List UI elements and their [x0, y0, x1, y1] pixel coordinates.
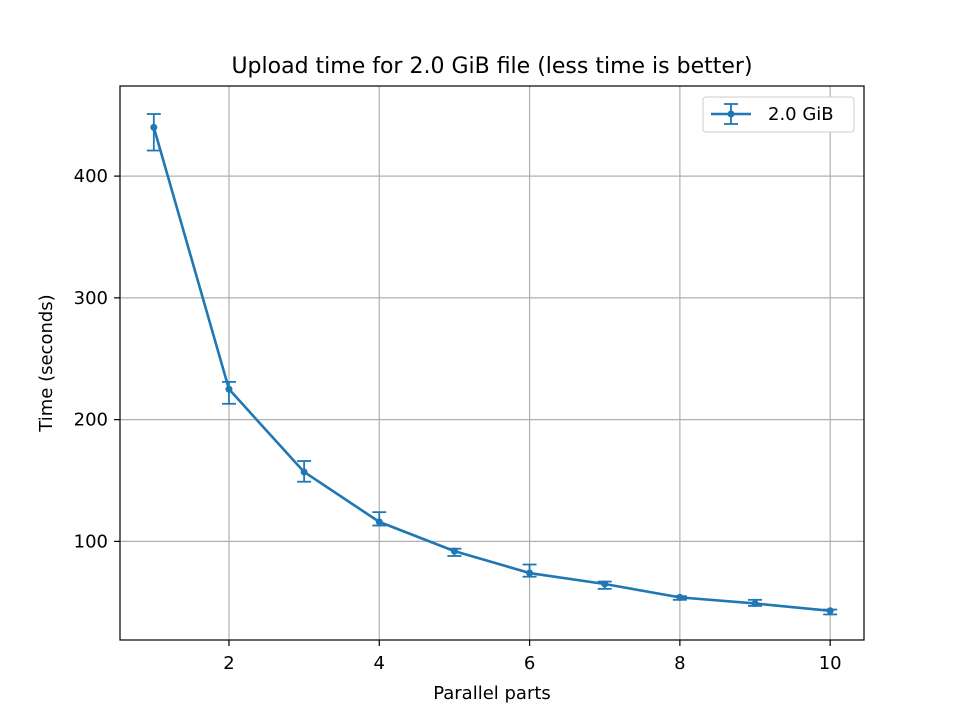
x-tick-label: 4: [374, 653, 385, 674]
data-point: [300, 468, 308, 476]
x-tick-label: 8: [674, 653, 685, 674]
y-tick-label: 200: [74, 410, 108, 431]
legend-box: [702, 96, 855, 133]
data-point: [826, 607, 834, 615]
series-line: [152, 127, 831, 613]
series-layer: [146, 113, 838, 616]
data-point: [450, 547, 458, 555]
data-point: [676, 593, 684, 601]
data-point: [751, 599, 759, 607]
y-axis-label: Time (seconds): [36, 294, 57, 432]
legend-label: 2.0 GiB: [768, 104, 834, 125]
x-axis-label: Parallel parts: [433, 683, 551, 704]
legend-marker: [727, 110, 735, 118]
legend: 2.0 GiB: [702, 96, 855, 133]
y-tick-label: 400: [74, 166, 108, 187]
y-tick-label: 300: [74, 288, 108, 309]
y-tick-label: 100: [74, 531, 108, 552]
data-point: [601, 580, 609, 588]
grid-layer: [120, 86, 864, 640]
data-point: [150, 123, 158, 131]
data-point: [225, 385, 233, 393]
tick-layer: 2 4 6 8 10 100 200 300 400: [74, 166, 842, 674]
data-point: [526, 569, 534, 577]
x-tick-label: 10: [819, 653, 842, 674]
x-tick-label: 2: [223, 653, 234, 674]
chart-title: Upload time for 2.0 GiB file (less time …: [231, 54, 752, 79]
plot-frame: [119, 85, 865, 641]
x-tick-label: 6: [524, 653, 535, 674]
data-point: [375, 518, 383, 526]
